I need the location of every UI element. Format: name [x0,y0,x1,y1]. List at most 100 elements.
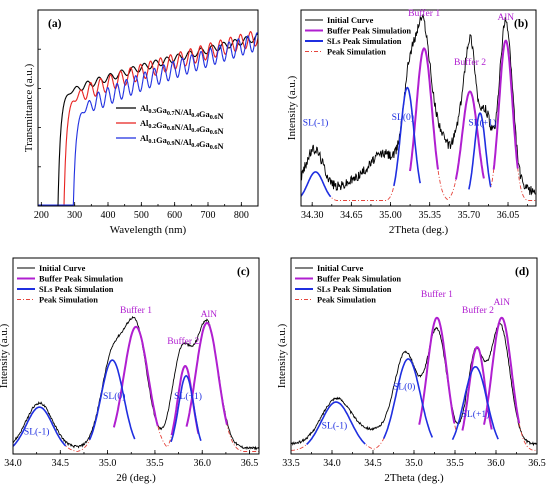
initial-curve [13,315,259,451]
peak-annotation: SL(-1) [303,118,329,129]
peak-annotation: AlN [493,297,510,308]
plot-area [301,14,536,201]
x-axis-label: 2θ (deg.) [116,472,156,484]
peak-annotation: AlN [201,309,218,320]
panel-d: 33.5 34.0 34.5 35.0 35.5 36.0 36.5 2Theta (deg.… [276,257,546,484]
y-axis-label: Intensity (a.u.) [0,323,10,388]
legend-entry: Initial Curve [327,16,374,25]
sl-peak-3 [170,374,202,443]
buffer-peak-1 [112,325,159,428]
buffer-peak-3 [185,321,228,427]
peak-annotation: AlN [498,12,515,23]
peak-annotation: SL(-1) [24,426,50,437]
sl-peak-1 [13,406,67,447]
panel-label: (d) [515,266,529,278]
peak-annotation: Buffer 2 [167,336,199,347]
y-axis-label: Transmittance (a.u.) [23,63,35,152]
panel-label: (c) [237,266,250,278]
x-tick-label: 35.0 [99,458,117,469]
plot-area [13,315,259,452]
x-tick-label: 200 [34,210,49,221]
x-tick-label: 500 [134,210,149,221]
sl-peak-3 [468,112,492,190]
x-tick-label: 35.70 [458,210,481,221]
panel-b: 34.30 34.65 35.00 35.35 35.70 36.05 2Theta (de… [286,8,537,236]
panel-c: 34.0 34.5 35.0 35.5 36.0 36.5 2θ (deg.) Intensi… [0,257,260,484]
peak-annotation: SL(+1) [462,409,490,420]
initial-curve [301,14,536,196]
plot-frame [12,257,260,455]
x-tick-label: 36.0 [487,458,505,469]
panel-label: (a) [48,18,62,30]
x-tick-label: 33.5 [282,458,300,469]
legend-entry: Buffer Peak Simulation [317,275,401,284]
sl-peak-2 [382,358,434,439]
buffer-peak-1 [418,316,456,425]
series-line-2 [38,30,258,206]
x-tick-label: 35.0 [405,458,423,469]
peak-annotation: Buffer 1 [408,8,440,19]
x-tick-label: 800 [234,210,249,221]
plot-area [291,316,537,451]
legend-entry: Al0.2Ga0.8N/Al0.4Ga0.6N [140,119,224,136]
peak-annotation: SL(+1) [174,391,202,402]
peak-annotation: SL(0) [103,391,125,402]
legend-entry: SLs Peak Simulation [327,37,402,46]
x-tick-label: 600 [167,210,182,221]
x-tick-label: 36.0 [193,458,211,469]
legend-entry: Al0.1Ga0.9N/Al0.4Ga0.6N [140,134,224,151]
x-tick-label: 34.0 [323,458,341,469]
legend-entry: Peak Simulation [317,296,376,305]
plot-frame [300,9,537,207]
x-tick-label: 36.5 [528,458,546,469]
x-tick-label: 400 [101,210,116,221]
legend-entry: Al0.3Ga0.7N/Al0.4Ga0.6N [140,104,224,121]
x-axis-label: 2Theta (deg.) [389,224,449,236]
x-axis-label: Wavelength (nm) [110,224,187,236]
peak-annotation: Buffer 1 [120,305,152,316]
legend-entry: Buffer Peak Simulation [39,275,123,284]
x-tick-label: 35.00 [379,210,402,221]
peak-annotation: Buffer 2 [454,57,486,68]
series-line-3 [38,32,258,206]
x-axis-label: 2Theta (deg.) [384,472,444,484]
x-tick-label: 34.0 [4,458,22,469]
peak-annotation: Buffer 1 [421,289,453,300]
x-tick-label: 34.30 [301,210,324,221]
legend-entry: Initial Curve [317,264,364,273]
buffer-peak-3 [492,39,519,170]
legend-entry: SLs Peak Simulation [39,285,114,294]
sl-peak-3 [451,365,499,441]
x-tick-label: 35.5 [146,458,164,469]
x-tick-label: 700 [201,210,216,221]
x-tick-label: 36.5 [241,458,259,469]
sl-peak-2 [88,359,136,441]
legend-entry: SLs Peak Simulation [317,285,392,294]
panel-a: 200 300 400 500 600 700 800 Wavelength (nm) Tran… [23,9,259,236]
peak-simulation-curve [13,322,259,452]
plot-area [38,30,258,206]
panel-label: (b) [514,18,528,30]
peak-annotation: SL(0) [392,112,414,123]
x-tick-label: 36.05 [497,210,520,221]
y-axis-label: Intensity (a.u.) [276,323,288,388]
x-tick-label: 35.35 [418,210,441,221]
sl-peak-2 [393,86,421,187]
buffer-peak-3 [483,316,521,425]
sl-peak-1 [301,171,332,198]
legend-entry: Peak Simulation [327,48,386,57]
x-tick-label: 34.65 [340,210,363,221]
peak-annotation: SL(0) [393,381,415,392]
legend-entry: Peak Simulation [39,296,98,305]
buffer-peak-2 [454,90,485,180]
x-tick-label: 34.5 [52,458,70,469]
plot-frame [37,9,259,207]
peak-annotation: SL(+1) [468,118,496,129]
sl-peak-1 [306,401,366,446]
peak-simulation-curve [301,39,536,201]
buffer-peak-1 [409,47,439,172]
peak-annotation: Buffer 2 [462,305,494,316]
x-tick-label: 35.5 [446,458,464,469]
legend-entry: Initial Curve [39,264,86,273]
